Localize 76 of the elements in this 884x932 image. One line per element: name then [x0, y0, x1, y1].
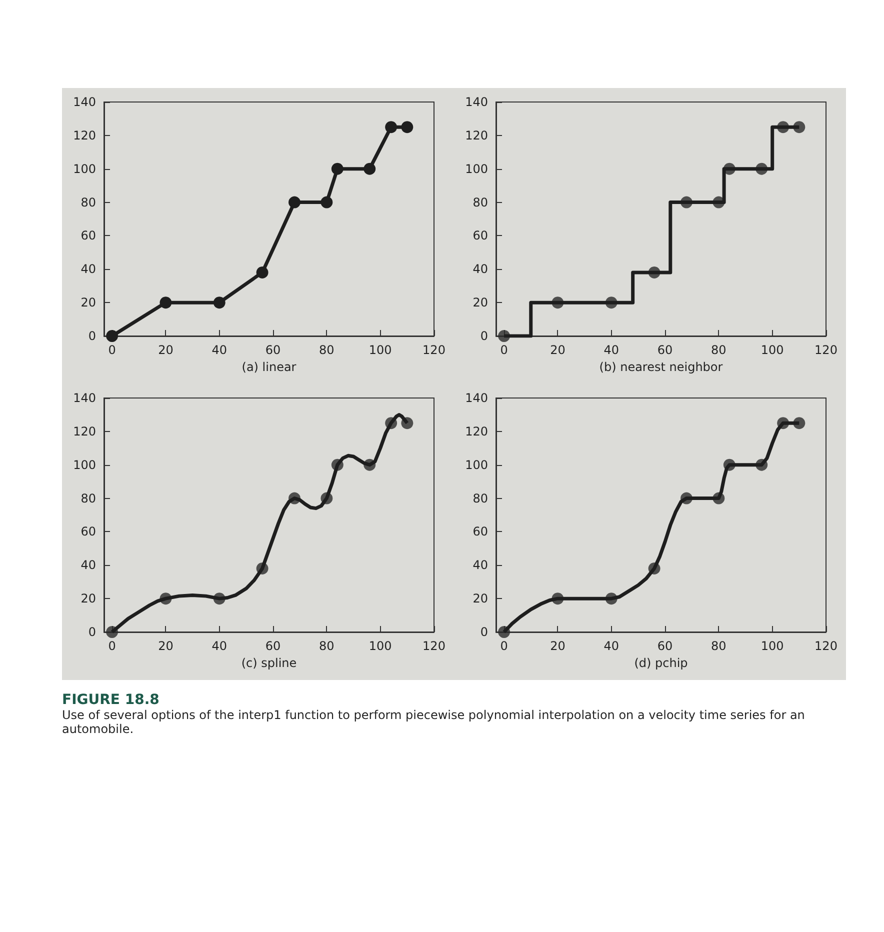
- y-tick-label: 80: [472, 195, 488, 210]
- y-tick-label: 140: [465, 95, 488, 109]
- x-tick-label: 120: [422, 639, 446, 653]
- point: [320, 196, 333, 208]
- y-tick-label: 120: [73, 128, 96, 142]
- y-tick-label: 40: [80, 262, 96, 276]
- y-tick-label: 80: [472, 491, 488, 506]
- x-tick-label: 20: [158, 639, 174, 653]
- y-tick-label: 120: [465, 128, 488, 142]
- x-axis-title: (a) linear: [242, 360, 296, 374]
- point: [106, 330, 118, 342]
- x-tick-label: 80: [711, 343, 726, 357]
- x-tick-label: 100: [760, 343, 784, 357]
- x-tick-label: 120: [814, 639, 838, 653]
- y-tick-label: 80: [80, 195, 96, 210]
- y-tick-label: 20: [80, 592, 96, 606]
- point: [213, 296, 226, 309]
- x-tick-label: 40: [212, 343, 228, 357]
- y-tick-label: 0: [88, 329, 96, 343]
- x-tick-label: 0: [108, 639, 116, 653]
- x-tick-label: 20: [158, 343, 174, 357]
- x-tick-label: 40: [604, 639, 620, 653]
- x-tick-label: 0: [500, 639, 508, 653]
- x-axis-title: (d) pchip: [634, 656, 688, 670]
- x-tick-label: 60: [265, 639, 281, 653]
- x-tick-label: 80: [711, 639, 726, 653]
- y-tick-label: 140: [73, 391, 96, 405]
- x-tick-label: 100: [368, 639, 392, 653]
- y-tick-label: 140: [73, 95, 96, 109]
- point: [331, 162, 344, 175]
- y-tick-label: 140: [465, 391, 488, 405]
- x-axis-title: (c) spline: [241, 656, 297, 670]
- point: [160, 296, 172, 309]
- x-tick-label: 100: [368, 343, 392, 357]
- y-tick-label: 100: [465, 162, 488, 176]
- text: Use of several options of the interp1 function to perform piecewise polynomial interpolation on a velocity time series for an automobile.: [62, 708, 806, 736]
- point: [401, 121, 414, 134]
- y-tick-label: 40: [472, 262, 488, 276]
- point: [288, 196, 300, 208]
- y-tick-label: 20: [472, 592, 488, 606]
- x-tick-label: 120: [422, 343, 446, 357]
- point: [385, 121, 398, 134]
- y-tick-label: 60: [472, 524, 488, 539]
- y-tick-label: 60: [472, 228, 488, 243]
- point: [364, 162, 376, 175]
- x-tick-label: 0: [500, 343, 508, 357]
- point: [256, 266, 268, 278]
- x-tick-label: 60: [657, 639, 673, 653]
- x-axis-title: (b) nearest neighbor: [599, 360, 723, 374]
- y-tick-label: 40: [472, 558, 488, 572]
- x-tick-label: 40: [212, 639, 228, 653]
- x-tick-label: 40: [604, 343, 620, 357]
- y-tick-label: 80: [80, 491, 96, 506]
- y-tick-label: 20: [80, 296, 96, 310]
- x-tick-label: 60: [265, 343, 281, 357]
- y-tick-label: 60: [80, 228, 96, 243]
- x-tick-label: 100: [760, 639, 784, 653]
- y-tick-label: 100: [73, 458, 96, 472]
- x-tick-label: 0: [108, 343, 116, 357]
- y-tick-label: 100: [465, 458, 488, 472]
- y-tick-label: 100: [73, 162, 96, 176]
- x-tick-label: 60: [657, 343, 673, 357]
- caption: FIGURE 18.8: [62, 692, 160, 708]
- y-tick-label: 20: [472, 296, 488, 310]
- y-tick-label: 0: [88, 625, 96, 639]
- y-tick-label: 0: [480, 625, 488, 639]
- y-tick-label: 40: [80, 558, 96, 572]
- x-tick-label: 80: [319, 639, 334, 653]
- y-tick-label: 120: [73, 424, 96, 438]
- y-tick-label: 0: [480, 329, 488, 343]
- y-tick-label: 60: [80, 524, 96, 539]
- x-tick-label: 20: [550, 639, 566, 653]
- x-tick-label: 80: [319, 343, 334, 357]
- x-tick-label: 20: [550, 343, 566, 357]
- x-tick-label: 120: [814, 343, 838, 357]
- y-tick-label: 120: [465, 424, 488, 438]
